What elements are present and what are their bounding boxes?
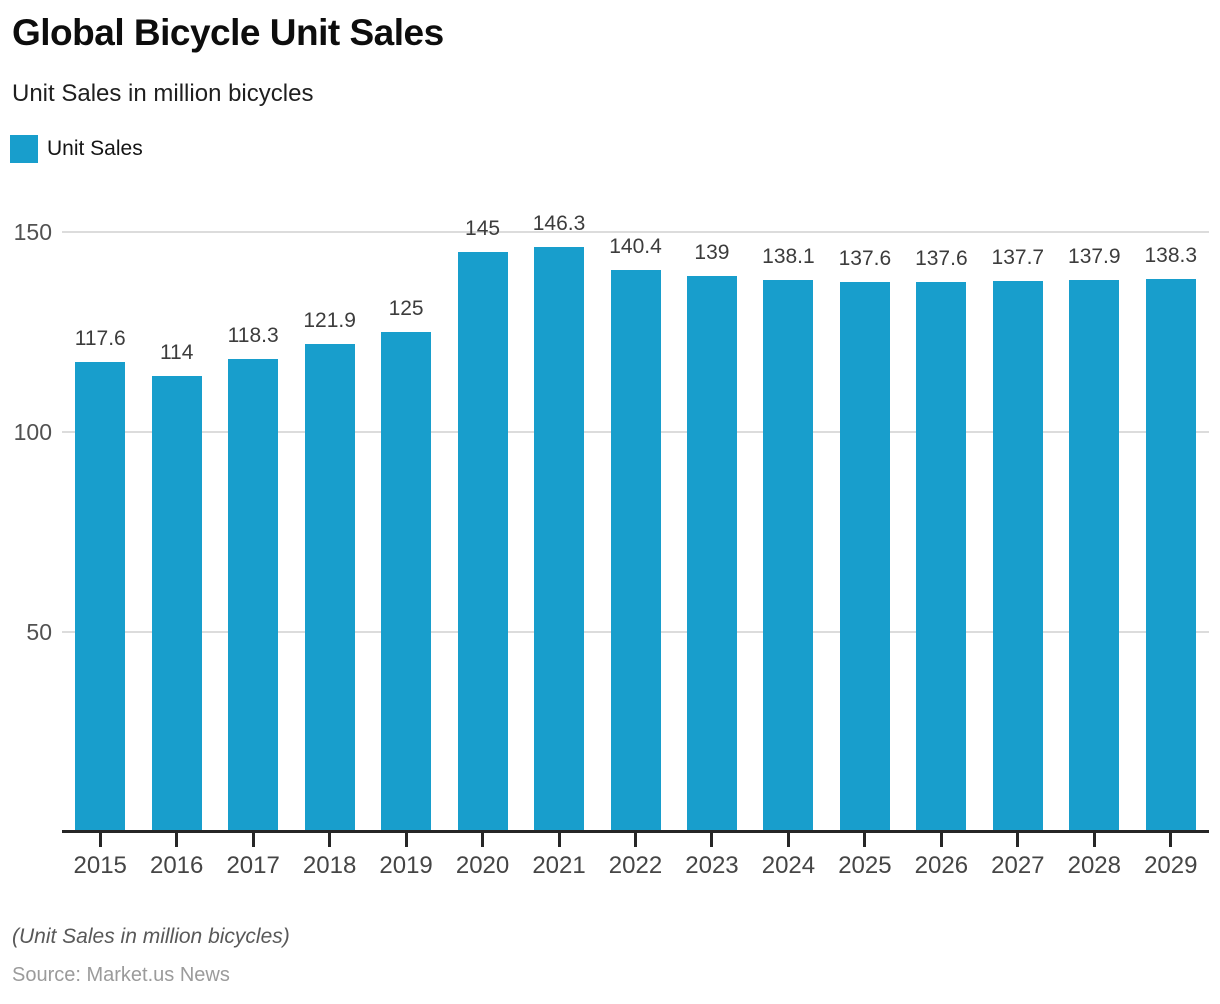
- value-label-2017: 118.3: [227, 324, 279, 347]
- value-label-2019: 125: [388, 297, 424, 320]
- x-axis-label-2021: 2021: [532, 852, 586, 879]
- x-axis-tick: [328, 833, 332, 847]
- bar-2021[interactable]: [534, 247, 585, 832]
- x-axis-label-2015: 2015: [73, 852, 127, 879]
- value-label-2029: 138.3: [1144, 244, 1198, 267]
- bar-2027[interactable]: [992, 281, 1043, 832]
- bar-2023[interactable]: [686, 276, 737, 832]
- gridline: [62, 231, 1209, 233]
- bar-2015[interactable]: [75, 362, 126, 832]
- x-axis-tick: [1016, 833, 1020, 847]
- x-axis-label-2018: 2018: [302, 852, 357, 879]
- value-label-2021: 146.3: [532, 212, 586, 235]
- bar-2017[interactable]: [228, 359, 279, 832]
- x-axis-tick: [251, 833, 255, 847]
- x-axis-tick: [98, 833, 102, 847]
- x-axis-label-2019: 2019: [379, 852, 433, 879]
- value-label-2025: 137.6: [838, 247, 892, 270]
- y-axis-label: 100: [13, 419, 52, 445]
- x-axis-label-2016: 2016: [149, 852, 204, 879]
- x-axis-label-2027: 2027: [991, 852, 1045, 879]
- x-axis-label-2025: 2025: [838, 852, 892, 879]
- x-axis-tick: [557, 833, 561, 847]
- value-label-2015: 117.6: [74, 327, 126, 350]
- x-axis-label-2026: 2026: [914, 852, 969, 879]
- bar-2019[interactable]: [381, 332, 432, 832]
- bar-2022[interactable]: [610, 270, 661, 832]
- x-axis-tick: [1092, 833, 1096, 847]
- x-axis-tick: [939, 833, 943, 847]
- value-label-2022: 140.4: [609, 235, 662, 258]
- x-axis-tick: [863, 833, 867, 847]
- bar-chart-plot-area: 50 100 150 117.6 114 118.3 121.9 125 145 146.3 140…: [0, 182, 1220, 904]
- x-axis-label-2028: 2028: [1067, 852, 1121, 879]
- y-axis-label: 150: [13, 219, 52, 245]
- x-axis-tick: [481, 833, 485, 847]
- chart-title: Global Bicycle Unit Sales: [12, 12, 444, 53]
- x-axis-line: [62, 830, 1209, 833]
- legend-swatch-icon: [10, 135, 38, 163]
- bar-2028[interactable]: [1069, 280, 1120, 832]
- value-label-2027: 137.7: [991, 246, 1045, 269]
- value-label-2028: 137.9: [1068, 245, 1121, 268]
- value-label-2016: 114: [159, 341, 194, 364]
- y-axis-label: 50: [26, 619, 52, 645]
- x-axis-label-2017: 2017: [226, 852, 280, 879]
- value-label-2026: 137.6: [915, 247, 968, 270]
- x-axis-tick: [404, 833, 408, 847]
- x-axis-label-2029: 2029: [1144, 852, 1198, 879]
- bar-2026[interactable]: [916, 282, 967, 832]
- legend-item-unit-sales[interactable]: Unit Sales: [10, 135, 143, 163]
- bar-2018[interactable]: [304, 344, 355, 832]
- value-label-2018: 121.9: [303, 309, 356, 332]
- source-attribution: Source: Market.us News: [12, 964, 230, 986]
- x-axis-tick: [1169, 833, 1173, 847]
- x-axis-tick: [786, 833, 790, 847]
- x-axis-tick: [634, 833, 637, 847]
- chart-subtitle: Unit Sales in million bicycles: [12, 80, 314, 107]
- value-label-2023: 139: [694, 241, 730, 264]
- bar-2025[interactable]: [839, 282, 890, 832]
- legend-label: Unit Sales: [47, 137, 143, 160]
- x-axis-label-2022: 2022: [608, 852, 663, 879]
- x-axis-tick: [175, 833, 179, 847]
- chart-footnote: (Unit Sales in million bicycles): [12, 925, 290, 948]
- bar-2020[interactable]: [457, 252, 508, 832]
- x-axis-tick: [710, 833, 714, 847]
- bar-2016[interactable]: [151, 376, 202, 832]
- x-axis-label-2023: 2023: [685, 852, 739, 879]
- bar-2029[interactable]: [1145, 279, 1196, 832]
- x-axis-label-2020: 2020: [455, 852, 510, 879]
- value-label-2024: 138.1: [762, 245, 815, 268]
- bar-2024[interactable]: [763, 280, 814, 832]
- value-label-2020: 145: [465, 217, 501, 240]
- x-axis-label-2024: 2024: [761, 852, 816, 879]
